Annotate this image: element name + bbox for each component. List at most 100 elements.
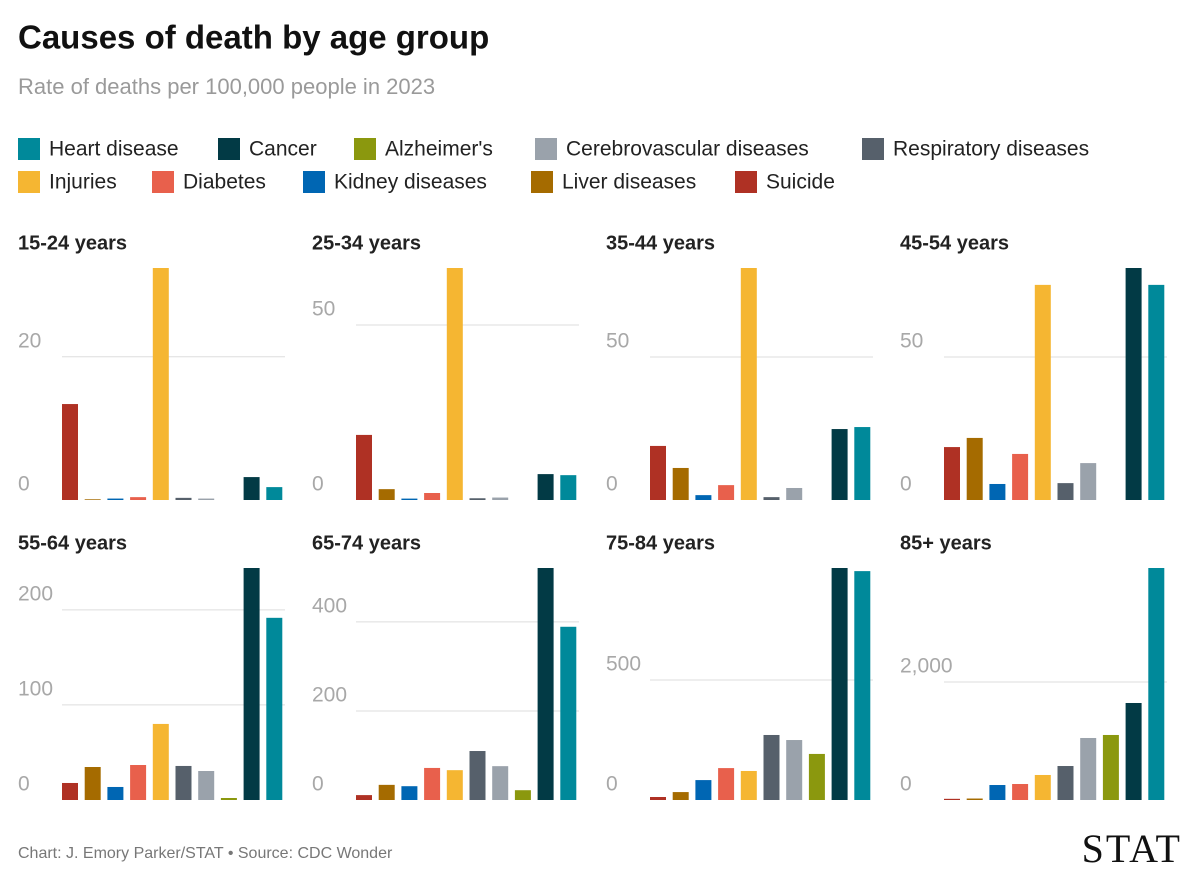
y-tick-label: 200 xyxy=(312,683,347,706)
legend-label: Respiratory diseases xyxy=(893,138,1089,161)
bar xyxy=(84,499,101,500)
legend-swatch xyxy=(354,138,376,160)
panel: 35-44 years 0 50 xyxy=(606,232,873,500)
legend-label: Injuries xyxy=(49,171,117,194)
bar xyxy=(130,497,147,500)
bar xyxy=(243,477,260,500)
panel: 65-74 years 0 200 400 xyxy=(312,532,579,800)
panel: 55-64 years 0 100 200 xyxy=(18,532,285,800)
logo: STAT xyxy=(1082,826,1182,871)
bar xyxy=(650,797,666,800)
bar xyxy=(808,753,825,800)
bar xyxy=(492,497,509,500)
y-tick-label: 50 xyxy=(900,330,923,353)
panel-title: 55-64 years xyxy=(18,532,127,554)
panel-title: 15-24 years xyxy=(18,232,127,254)
bar xyxy=(966,437,983,500)
bar xyxy=(1148,568,1165,800)
y-tick-label: 0 xyxy=(900,473,912,496)
bar xyxy=(1080,737,1097,800)
bar xyxy=(424,493,441,500)
legend-swatch xyxy=(862,138,884,160)
bar xyxy=(537,568,554,800)
legend-label: Cancer xyxy=(249,138,317,161)
bar xyxy=(514,790,531,800)
bar xyxy=(266,617,283,800)
legend: Heart disease Cancer Alzheimer's Cerebrovas… xyxy=(18,138,1089,194)
bar xyxy=(1080,463,1097,500)
bar xyxy=(786,487,803,500)
y-tick-label: 50 xyxy=(606,330,629,353)
panel-title: 35-44 years xyxy=(606,232,715,254)
bar xyxy=(424,767,441,800)
bar xyxy=(152,268,169,500)
legend-swatch xyxy=(18,138,40,160)
panel: 45-54 years 0 50 xyxy=(900,232,1167,500)
legend-label: Heart disease xyxy=(49,138,179,161)
y-tick-label: 2,000 xyxy=(900,655,953,678)
bar xyxy=(695,495,712,500)
legend-swatch xyxy=(531,171,553,193)
bar xyxy=(944,447,960,500)
panel: 85+ years 0 2,000 xyxy=(900,532,1167,800)
y-tick-label: 0 xyxy=(18,473,30,496)
bar xyxy=(1034,774,1051,800)
legend-label: Liver diseases xyxy=(562,171,696,194)
bar xyxy=(356,434,372,500)
bar xyxy=(560,475,577,500)
bar xyxy=(718,768,735,800)
y-tick-label: 100 xyxy=(18,677,53,700)
bar xyxy=(492,766,509,800)
panel-title: 25-34 years xyxy=(312,232,421,254)
bar xyxy=(62,404,78,500)
bar xyxy=(989,785,1006,800)
bar xyxy=(854,571,871,800)
bar xyxy=(1012,784,1029,800)
panel-title: 45-54 years xyxy=(900,232,1009,254)
chart-subtitle: Rate of deaths per 100,000 people in 202… xyxy=(18,74,435,99)
legend-swatch xyxy=(18,171,40,193)
panel: 15-24 years 0 20 xyxy=(18,232,285,500)
legend-label: Alzheimer's xyxy=(385,138,493,161)
bar xyxy=(831,429,848,500)
y-tick-label: 400 xyxy=(312,594,347,617)
bar xyxy=(469,498,486,500)
y-tick-label: 0 xyxy=(18,773,30,796)
y-tick-label: 20 xyxy=(18,329,41,352)
legend-label: Cerebrovascular diseases xyxy=(566,138,809,161)
y-tick-label: 0 xyxy=(900,773,912,796)
bar xyxy=(740,770,757,800)
bar xyxy=(989,483,1006,500)
legend-swatch xyxy=(218,138,240,160)
bar xyxy=(62,782,78,800)
footer-credit: Chart: J. Emory Parker/STAT • Source: CD… xyxy=(18,845,393,862)
bar xyxy=(786,740,803,800)
bar xyxy=(401,498,418,500)
y-tick-label: 0 xyxy=(312,773,324,796)
y-tick-label: 0 xyxy=(606,773,618,796)
bar xyxy=(446,770,463,800)
y-tick-label: 200 xyxy=(18,582,53,605)
y-tick-label: 0 xyxy=(312,473,324,496)
bar xyxy=(175,497,192,500)
bar xyxy=(152,723,169,800)
bar xyxy=(831,568,848,800)
bar xyxy=(1148,284,1165,500)
legend-swatch xyxy=(535,138,557,160)
bar xyxy=(672,792,689,800)
bar xyxy=(84,767,101,800)
y-tick-label: 50 xyxy=(312,298,335,321)
bar xyxy=(266,487,283,500)
bar xyxy=(378,784,395,800)
legend-label: Suicide xyxy=(766,171,835,194)
bar xyxy=(356,795,372,800)
legend-swatch xyxy=(303,171,325,193)
panel: 75-84 years 0 500 xyxy=(606,532,873,800)
bar xyxy=(1034,284,1051,500)
legend-label: Diabetes xyxy=(183,171,266,194)
bar xyxy=(944,798,960,800)
panel-title: 85+ years xyxy=(900,532,992,554)
bar xyxy=(220,798,237,800)
bar xyxy=(1012,453,1029,500)
